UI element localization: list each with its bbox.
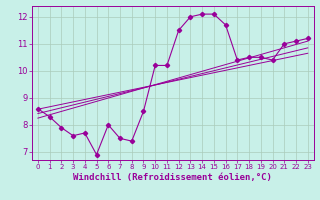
- X-axis label: Windchill (Refroidissement éolien,°C): Windchill (Refroidissement éolien,°C): [73, 173, 272, 182]
